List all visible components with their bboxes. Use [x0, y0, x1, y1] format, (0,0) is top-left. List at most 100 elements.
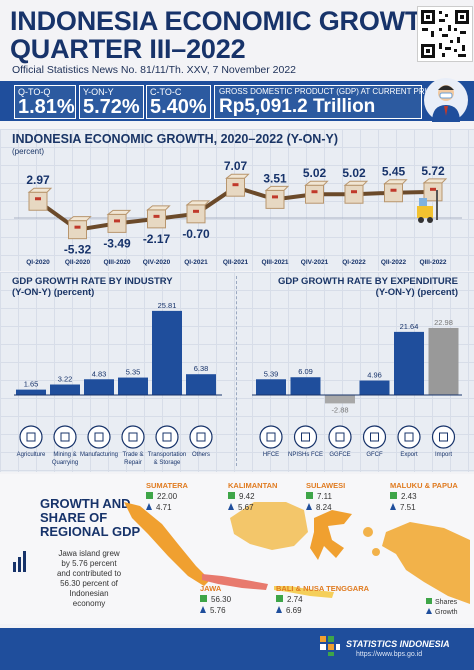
- category-icon: [259, 425, 283, 449]
- expenditure-title: GDP GROWTH RATE BY EXPENDITURE: [278, 276, 458, 287]
- x-tick-label: QIII-2022: [419, 259, 446, 266]
- region-share-row: 7.11: [306, 491, 345, 502]
- footer-url[interactable]: https://www.bps.go.id: [356, 651, 423, 658]
- category-icon-glyph: [370, 432, 379, 442]
- box-tape: [351, 190, 357, 194]
- box-tape: [232, 183, 239, 187]
- category-icon-glyph: [404, 432, 414, 442]
- growth-title: INDONESIA ECONOMIC GROWTH, 2020–2022 (Y-…: [12, 132, 338, 146]
- region-sulawesi: SULAWESI 7.11 8.24: [306, 480, 345, 513]
- gdp-value: Rp5,091.2 Trillion: [219, 96, 376, 117]
- data-point-box: [185, 200, 211, 224]
- bar-value-label: 3.22: [58, 375, 73, 384]
- region-growth: 5.76: [210, 606, 226, 615]
- category-label: Repair: [124, 460, 142, 466]
- category-icon-glyph: [301, 432, 310, 442]
- box-top: [146, 205, 171, 211]
- growth-triangle: [228, 503, 234, 510]
- box-top: [185, 200, 211, 206]
- category-icon: [87, 425, 111, 449]
- person-icon: [432, 85, 460, 122]
- data-point-box: [422, 178, 448, 202]
- box-tape: [390, 188, 397, 192]
- category-icon-glyph: [26, 432, 36, 442]
- maluku-island: [372, 548, 380, 556]
- qtoq-box: Q-TO-Q 1.81%: [14, 85, 76, 119]
- bar-value-label: 6.38: [194, 364, 209, 373]
- region-growth: 6.69: [286, 606, 302, 615]
- region-growth: 7.51: [400, 503, 416, 512]
- sumatera-island: [124, 502, 210, 586]
- box-top: [343, 180, 369, 186]
- category-icon: [53, 425, 77, 449]
- category-icon-glyph: [60, 432, 70, 442]
- data-label: 3.51: [263, 171, 287, 185]
- data-point-box: [27, 187, 53, 211]
- category-label: NPISHs FCE: [288, 452, 323, 458]
- category-icon-glyph: [162, 432, 172, 442]
- java-note-line: economy: [72, 599, 106, 608]
- bar-value-label: 21.64: [400, 322, 419, 331]
- bar-value-label: 22.98: [434, 318, 453, 327]
- jawa-island: [202, 574, 268, 590]
- box-face: [226, 177, 245, 197]
- industry-subtitle: (Y-ON-Y) (percent): [12, 287, 95, 298]
- region-jawa: JAWA 56.30 5.76: [200, 583, 231, 616]
- legend-shares-swatch: [426, 598, 432, 604]
- region-share: 9.42: [239, 492, 255, 501]
- region-name: MALUKU & PAPUA: [390, 481, 458, 490]
- qtoq-value: 1.81%: [18, 96, 75, 118]
- box-tape: [430, 187, 436, 191]
- box-face: [384, 183, 403, 203]
- bar: [186, 374, 216, 395]
- indonesia-map: [124, 502, 470, 604]
- official-avatar: [424, 78, 468, 122]
- box-top: [264, 185, 290, 191]
- region-share: 2.74: [287, 595, 303, 604]
- region-name: SUMATERA: [146, 481, 188, 490]
- category-label: GFCF: [366, 452, 383, 458]
- legend-growth: Growth: [426, 608, 458, 618]
- growth-triangle: [276, 606, 282, 613]
- regional-title-line2: SHARE OF: [40, 510, 108, 525]
- region-share: 22.00: [157, 492, 178, 501]
- share-swatch: [146, 492, 153, 499]
- box-tape: [74, 225, 81, 229]
- category-label: Others: [192, 452, 210, 458]
- category-icon-glyph: [128, 432, 138, 442]
- bar: [290, 377, 321, 395]
- data-point-box: [146, 205, 171, 229]
- data-point-box: [343, 180, 369, 204]
- region-share-row: 2.43: [390, 491, 458, 502]
- category-icon: [362, 425, 387, 449]
- region-growth-row: 4.71: [146, 502, 188, 513]
- category-label: Quarrying: [52, 460, 78, 466]
- java-note-line: Indonesian: [69, 589, 109, 598]
- box-top: [67, 216, 92, 222]
- bar-value-label: 25.81: [158, 301, 177, 310]
- maluku-island: [363, 527, 373, 537]
- share-swatch: [390, 492, 397, 499]
- qr-code-icon[interactable]: [417, 6, 473, 62]
- data-label: 5.45: [382, 165, 406, 179]
- box-face: [305, 184, 324, 204]
- data-label: -2.17: [143, 232, 171, 246]
- box-tape: [193, 209, 199, 213]
- region-share-row: 22.00: [146, 491, 188, 502]
- category-label: Import: [435, 452, 452, 458]
- footer-org: STATISTICS INDONESIA: [346, 639, 450, 649]
- forklift-body: [417, 206, 433, 218]
- data-point-box: [225, 173, 250, 197]
- category-icon: [328, 425, 352, 449]
- bar: [428, 327, 459, 395]
- region-maluku-papua: MALUKU & PAPUA 2.43 7.51: [390, 480, 458, 513]
- section-divider: [236, 276, 237, 466]
- category-label: HFCE: [263, 452, 279, 458]
- category-icon: [121, 425, 145, 449]
- x-tick-label: QI-2021: [184, 259, 208, 266]
- box-face: [147, 209, 166, 229]
- title-line1: INDONESIA ECONOMIC GROWTH: [10, 6, 441, 36]
- region-growth: 8.24: [316, 503, 332, 512]
- region-growth-row: 5.76: [200, 605, 231, 616]
- sulawesi-island: [310, 510, 352, 560]
